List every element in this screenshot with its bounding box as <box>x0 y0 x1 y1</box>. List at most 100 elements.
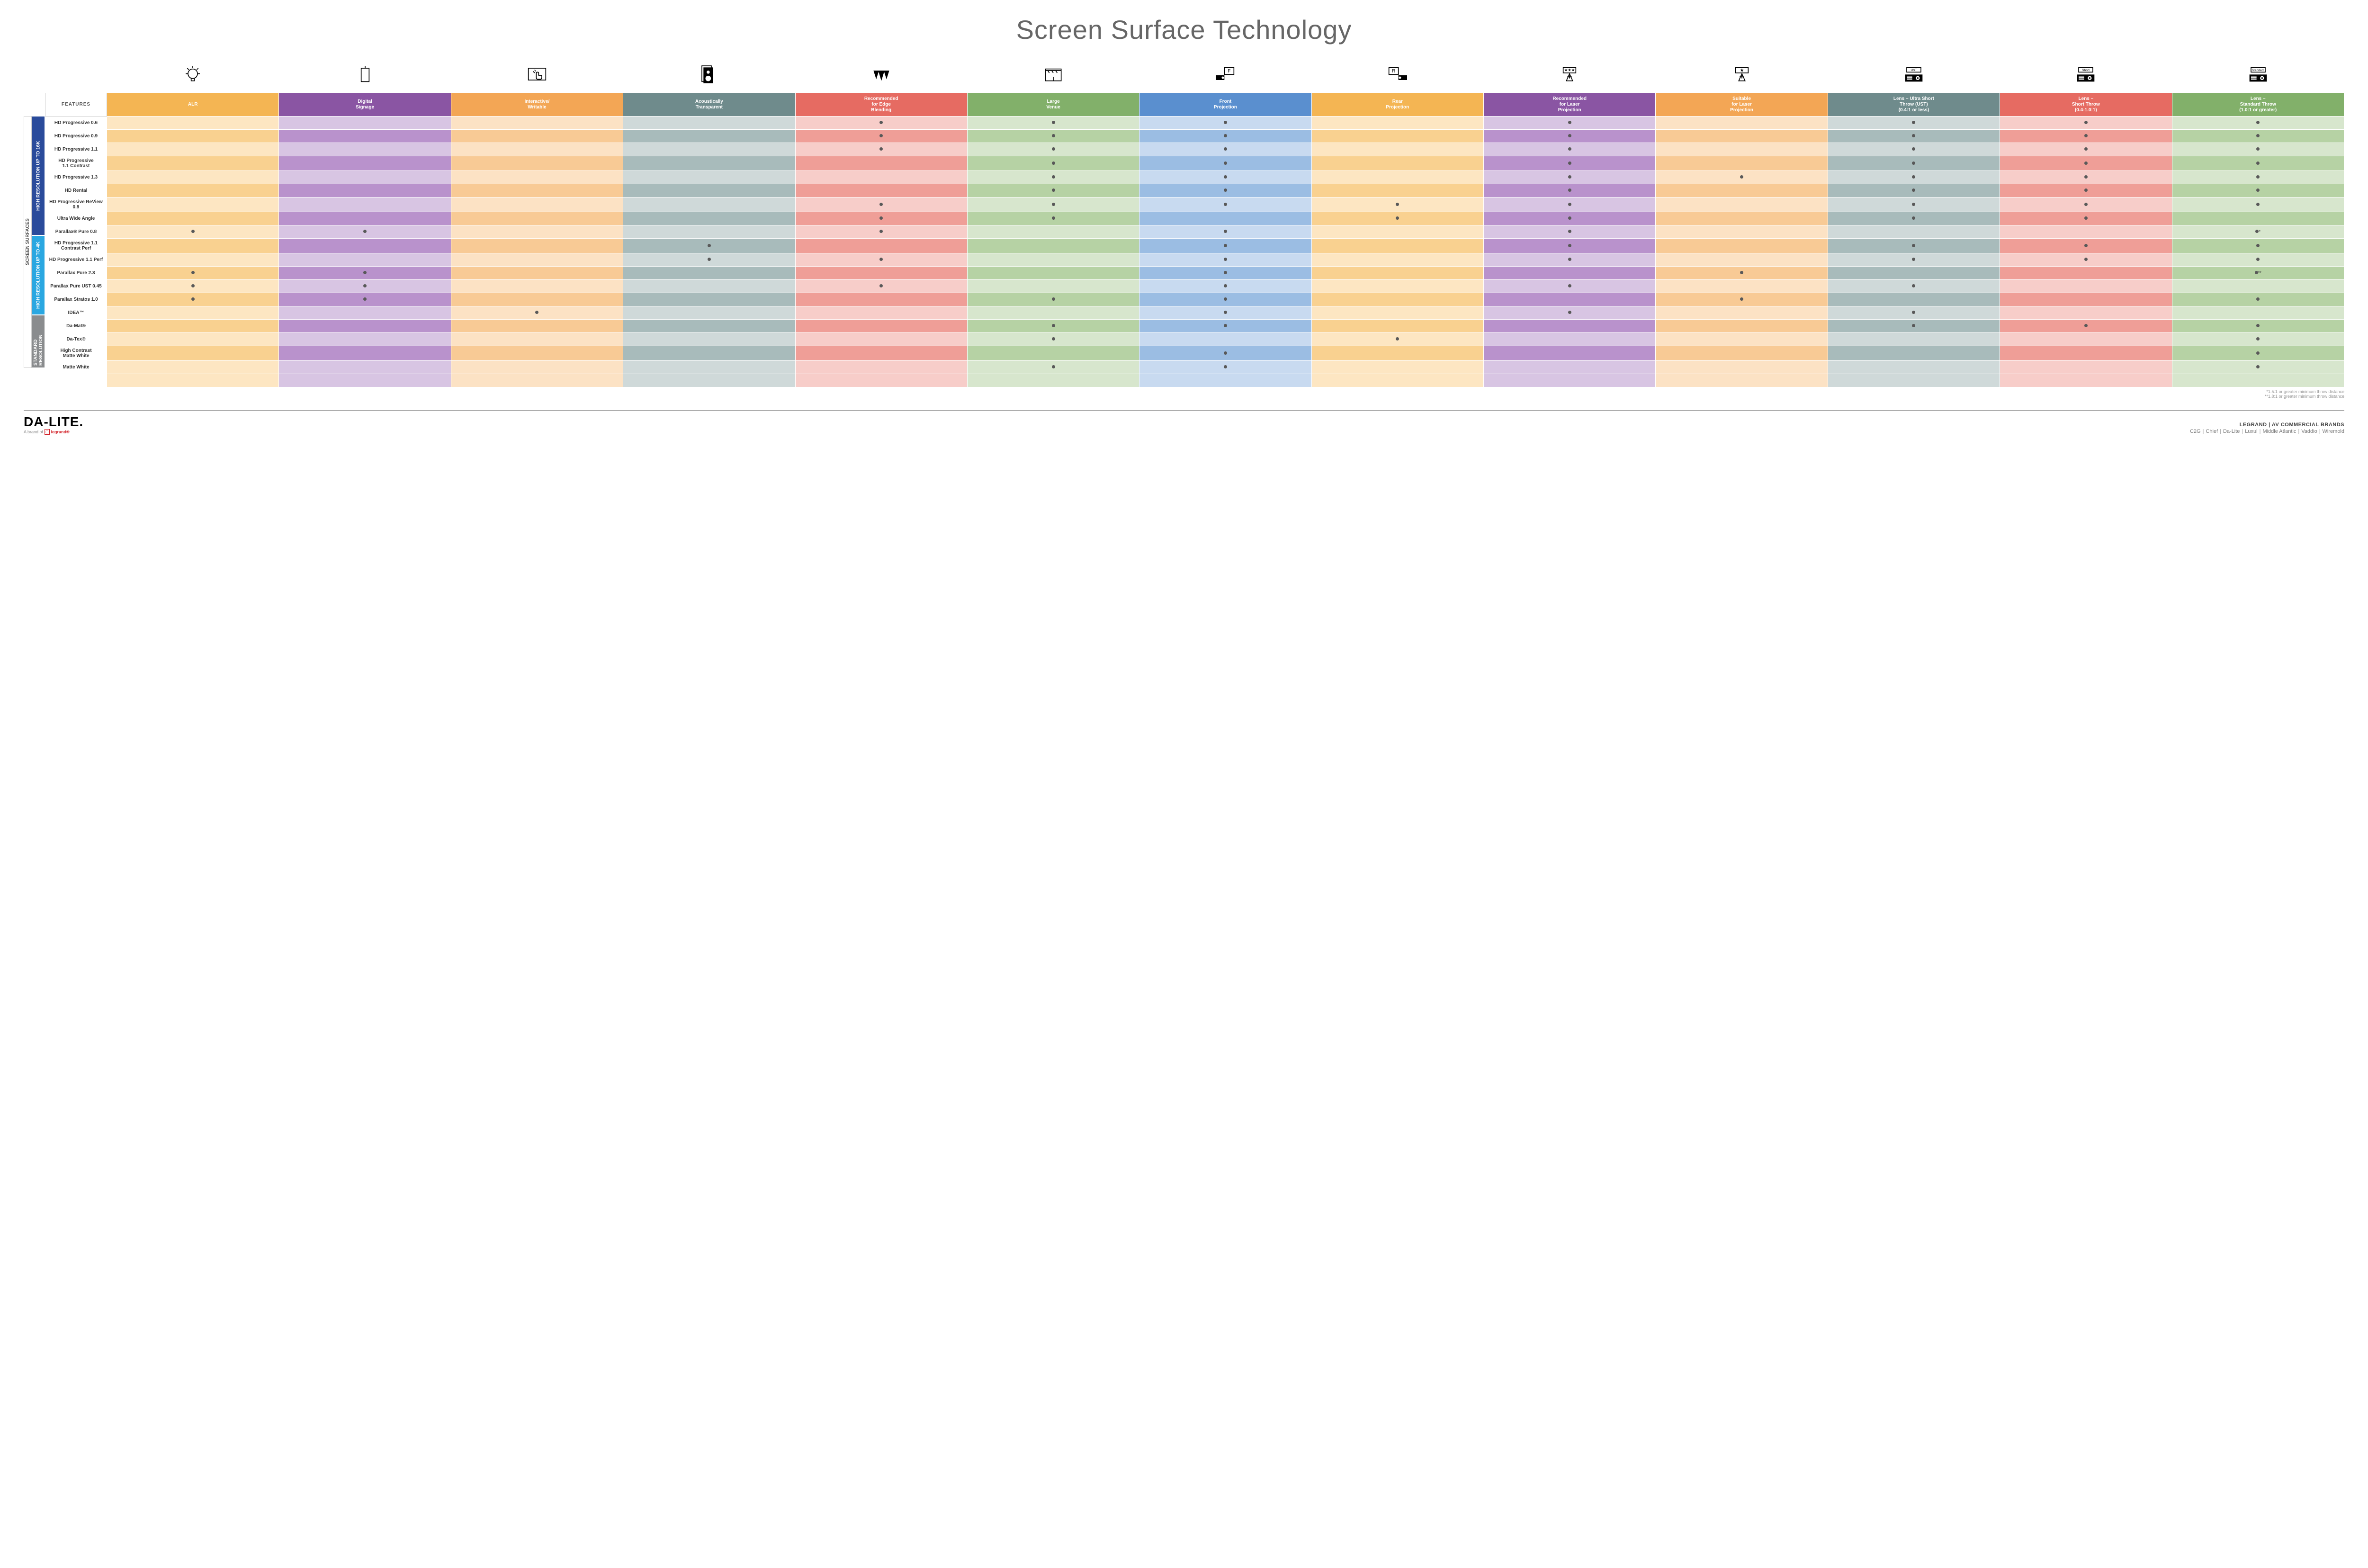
header-row: FEATURESALRDigitalSignageInteractive/Wri… <box>45 93 2344 116</box>
cell-suitlaser <box>1656 346 1828 361</box>
cell-short <box>2000 171 2172 184</box>
cell-suitlaser <box>1656 320 1828 333</box>
cell-std <box>2172 333 2344 346</box>
chart-container: SCREEN SURFACESHIGH RESOLUTION UP TO 16K… <box>24 59 2344 387</box>
cell-reclaser <box>1484 293 1656 306</box>
cell-acoustic <box>623 320 795 333</box>
col-header-interact: Interactive/Writable <box>451 93 623 116</box>
cell-rear <box>1311 156 1483 171</box>
table-row: Da-Mat® <box>45 320 2344 333</box>
row-label: HD Progressive ReView 0.9 <box>45 197 107 212</box>
col-header-std: Lens –Standard Throw(1.0:1 or greater) <box>2172 93 2344 116</box>
cell-interact <box>451 225 623 239</box>
cell-alr <box>107 156 279 171</box>
svg-text:Standard: Standard <box>2251 69 2264 72</box>
cell-interact <box>451 197 623 212</box>
cell-std <box>2172 130 2344 143</box>
cell-interact <box>451 130 623 143</box>
cell-short <box>2000 361 2172 374</box>
svg-text:Short: Short <box>2082 69 2090 72</box>
cell-suitlaser <box>1656 267 1828 280</box>
cell-large <box>967 253 1139 267</box>
cell-short <box>2000 333 2172 346</box>
table-row: Parallax Pure UST 0.45 <box>45 280 2344 293</box>
rear-icon: R <box>1311 60 1483 93</box>
cell-short <box>2000 225 2172 239</box>
cell-signage <box>279 239 451 253</box>
brand-sub-prefix: A brand of <box>24 430 45 434</box>
cell-suitlaser <box>1656 225 1828 239</box>
footnote: **1.8:1 or greater minimum throw distanc… <box>24 394 2344 399</box>
cell-interact <box>451 346 623 361</box>
cell-acoustic <box>623 306 795 320</box>
row-label: Parallax Pure UST 0.45 <box>45 280 107 293</box>
cell-large <box>967 225 1139 239</box>
col-header-reclaser: Recommendedfor LaserProjection <box>1484 93 1656 116</box>
cell-reclaser <box>1484 225 1656 239</box>
cell-reclaser <box>1484 320 1656 333</box>
cell-front <box>1139 130 1311 143</box>
cell-large <box>967 143 1139 156</box>
std-icon: Standard <box>2172 60 2344 93</box>
cell-large <box>967 306 1139 320</box>
cell-alr <box>107 212 279 225</box>
cell-alr <box>107 280 279 293</box>
acoustic-icon <box>623 60 795 93</box>
cell-alr <box>107 225 279 239</box>
cell-signage <box>279 333 451 346</box>
cell-alr <box>107 346 279 361</box>
cell-alr <box>107 184 279 197</box>
table-row: HD Rental <box>45 184 2344 197</box>
cell-short <box>2000 293 2172 306</box>
cell-ust <box>1828 116 2000 130</box>
row-label: Matte White <box>45 361 107 374</box>
cell-acoustic <box>623 333 795 346</box>
brand-sub-logo: legrand <box>51 430 67 434</box>
cell-ust <box>1828 171 2000 184</box>
cell-short <box>2000 212 2172 225</box>
short-icon: Short <box>2000 60 2172 93</box>
cell-front <box>1139 293 1311 306</box>
blank-row <box>45 374 2344 387</box>
cell-front <box>1139 225 1311 239</box>
cell-signage <box>279 267 451 280</box>
icon-row: FR★★★★USTShortStandard <box>45 60 2344 93</box>
row-label: HD Rental <box>45 184 107 197</box>
brand-item: Wiremold <box>2323 429 2344 434</box>
table-row: HD Progressive ReView 0.9 <box>45 197 2344 212</box>
cell-edge <box>795 130 967 143</box>
cell-reclaser <box>1484 143 1656 156</box>
col-header-front: FrontProjection <box>1139 93 1311 116</box>
brand-item: Luxul <box>2245 429 2257 434</box>
cell-short <box>2000 320 2172 333</box>
cell-ust <box>1828 130 2000 143</box>
cell-interact <box>451 253 623 267</box>
table-row: Da-Tex® <box>45 333 2344 346</box>
cell-rear <box>1311 253 1483 267</box>
cell-front <box>1139 156 1311 171</box>
cell-reclaser <box>1484 361 1656 374</box>
cell-acoustic <box>623 253 795 267</box>
cell-front <box>1139 171 1311 184</box>
row-label: IDEA™ <box>45 306 107 320</box>
cell-ust <box>1828 184 2000 197</box>
table-row: HD Progressive 0.9 <box>45 130 2344 143</box>
cell-front <box>1139 253 1311 267</box>
cell-std <box>2172 197 2344 212</box>
cell-interact <box>451 212 623 225</box>
cell-short <box>2000 184 2172 197</box>
cell-edge <box>795 361 967 374</box>
cell-reclaser <box>1484 116 1656 130</box>
cell-signage <box>279 306 451 320</box>
cell-std <box>2172 212 2344 225</box>
cell-alr <box>107 130 279 143</box>
cell-short <box>2000 280 2172 293</box>
cell-large <box>967 267 1139 280</box>
cell-interact <box>451 156 623 171</box>
cell-ust <box>1828 361 2000 374</box>
cell-edge <box>795 143 967 156</box>
cell-ust <box>1828 306 2000 320</box>
row-label: Parallax® Pure 0.8 <box>45 225 107 239</box>
cell-rear <box>1311 130 1483 143</box>
row-label: Parallax Stratos 1.0 <box>45 293 107 306</box>
